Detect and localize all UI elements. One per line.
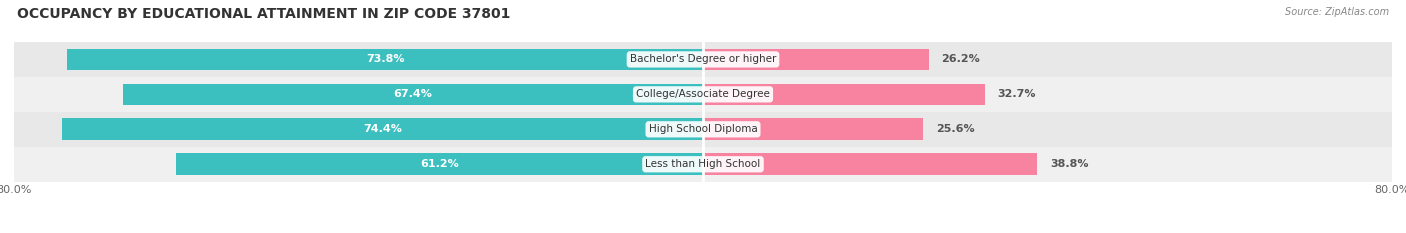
Bar [703, 118, 924, 140]
Text: Less than High School: Less than High School [645, 159, 761, 169]
Text: 25.6%: 25.6% [936, 124, 974, 134]
Text: Bachelor's Degree or higher: Bachelor's Degree or higher [630, 55, 776, 64]
Bar [67, 49, 703, 70]
Bar [703, 83, 984, 105]
Text: 73.8%: 73.8% [366, 55, 405, 64]
Text: High School Diploma: High School Diploma [648, 124, 758, 134]
Legend: Owner-occupied, Renter-occupied: Owner-occupied, Renter-occupied [576, 230, 830, 233]
Text: 38.8%: 38.8% [1050, 159, 1088, 169]
Bar [62, 118, 703, 140]
Text: Source: ZipAtlas.com: Source: ZipAtlas.com [1285, 7, 1389, 17]
Text: College/Associate Degree: College/Associate Degree [636, 89, 770, 99]
Bar [176, 153, 703, 175]
Text: 32.7%: 32.7% [997, 89, 1036, 99]
Text: 74.4%: 74.4% [363, 124, 402, 134]
Bar [703, 153, 1038, 175]
Text: 61.2%: 61.2% [420, 159, 458, 169]
Bar [14, 147, 1392, 182]
Bar [703, 49, 928, 70]
Text: OCCUPANCY BY EDUCATIONAL ATTAINMENT IN ZIP CODE 37801: OCCUPANCY BY EDUCATIONAL ATTAINMENT IN Z… [17, 7, 510, 21]
Bar [122, 83, 703, 105]
Text: 67.4%: 67.4% [394, 89, 432, 99]
Text: 26.2%: 26.2% [942, 55, 980, 64]
Bar [14, 42, 1392, 77]
Bar [14, 77, 1392, 112]
Bar [14, 112, 1392, 147]
